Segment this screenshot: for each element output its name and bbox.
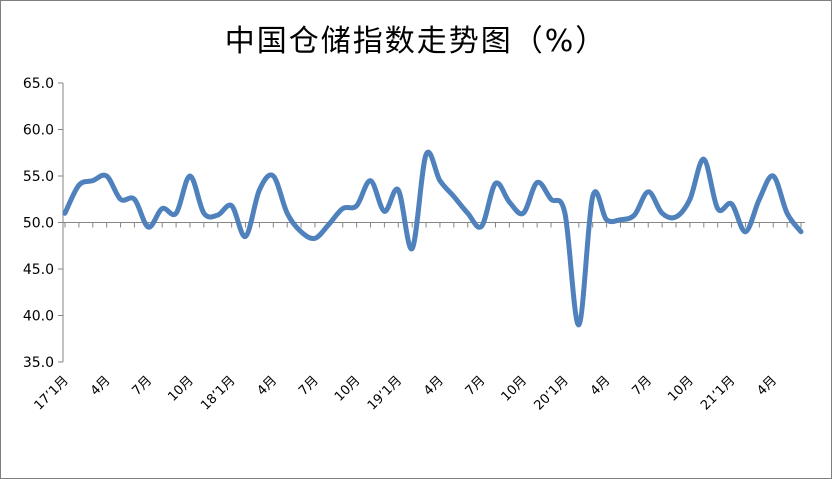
y-tick-label: 55.0 [23, 169, 54, 185]
y-tick-label: 35.0 [23, 355, 54, 371]
x-tick-label: 10月 [165, 373, 196, 404]
y-tick-label: 65.0 [23, 76, 54, 92]
x-tick-label: 10月 [332, 373, 363, 404]
chart-title: 中国仓储指数走势图（%） [224, 24, 608, 59]
x-tick-label: 4月 [754, 373, 780, 399]
x-tick-label: 18’1月 [198, 373, 238, 413]
x-tick-label: 7月 [296, 373, 322, 399]
series-line [62, 149, 804, 328]
x-tick-label: 4月 [421, 373, 447, 399]
x-tick-label: 4月 [588, 373, 614, 399]
x-tick-label: 17’1月 [32, 373, 72, 413]
x-tick-label: 4月 [88, 373, 114, 399]
x-tick-label: 10月 [665, 373, 696, 404]
x-tick-label: 21’1月 [698, 373, 738, 413]
x-tick-label: 20’1月 [531, 373, 571, 413]
x-tick-label: 7月 [629, 373, 655, 399]
x-tick-label: 10月 [499, 373, 530, 404]
y-tick-label: 45.0 [23, 262, 54, 278]
x-tick-label: 4月 [254, 373, 280, 399]
y-tick-label: 50.0 [23, 216, 54, 232]
x-tick-label: 7月 [129, 373, 155, 399]
x-tick-label: 7月 [463, 373, 489, 399]
x-tick-label: 19’1月 [365, 373, 405, 413]
y-tick-label: 60.0 [23, 123, 54, 139]
y-tick-label: 40.0 [23, 309, 54, 325]
